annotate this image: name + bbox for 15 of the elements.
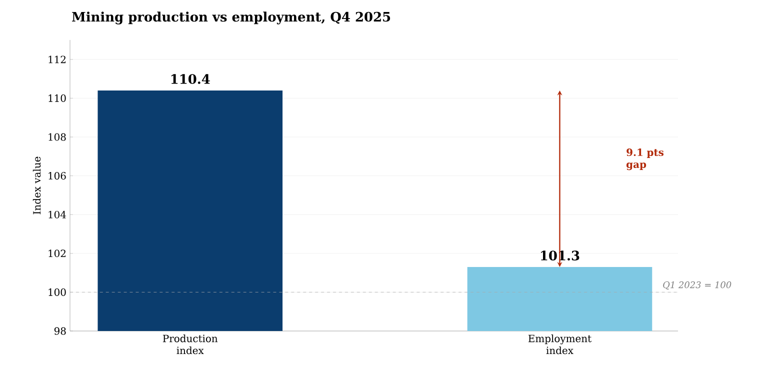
y-axis-title: Index value — [32, 156, 41, 214]
data-label: 110.4 — [171, 74, 210, 84]
y-tick-label: 100 — [48, 288, 66, 296]
y-tick-label: 110 — [48, 94, 66, 102]
y-tick-label: 112 — [48, 56, 66, 64]
y-tick-label: 102 — [48, 250, 66, 258]
x-tick-label: Production index — [162, 334, 218, 354]
x-tick-label: Employment index — [528, 334, 592, 354]
y-tick-label: 108 — [48, 133, 66, 141]
y-tick-label: 104 — [48, 210, 66, 218]
annotation: 9.1 pts gap — [626, 148, 664, 170]
chart-title: Mining production vs employment, Q4 2025 — [72, 12, 390, 24]
y-tick-label: 106 — [48, 172, 66, 180]
y-tick-label: 98 — [54, 327, 66, 335]
ref-line-label: Q1 2023 = 100 — [663, 281, 732, 290]
